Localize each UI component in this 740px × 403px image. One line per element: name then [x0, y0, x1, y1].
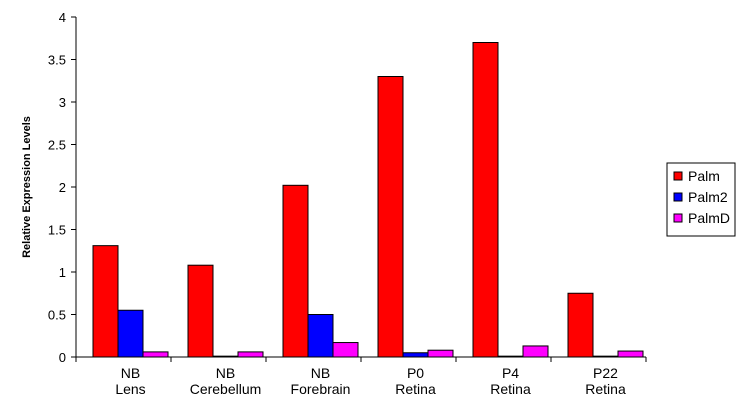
x-tick-label: P0	[407, 365, 424, 381]
bar-palmd-1	[237, 351, 264, 358]
y-tick-label: 1	[59, 265, 66, 280]
x-tick-label: P4	[502, 365, 519, 381]
y-tick-label: 3.5	[48, 53, 66, 68]
bar-palmd-0	[142, 351, 169, 358]
bar-palm-3	[377, 76, 404, 358]
x-tick-label: NB	[311, 365, 330, 381]
x-tick-label: Retina	[490, 381, 531, 397]
legend-swatch-palm2	[673, 192, 683, 202]
x-tick-label: NB	[121, 365, 140, 381]
bar-palm-2	[282, 184, 309, 358]
bar-palm2-2	[307, 314, 334, 358]
x-tick-label: NB	[216, 365, 235, 381]
x-tick-label: Cerebellum	[190, 381, 262, 397]
x-tick-label: Forebrain	[291, 381, 351, 397]
legend: Palm Palm2 PalmD	[666, 162, 736, 237]
y-tick-label: 2	[59, 180, 66, 195]
bar-palm-0	[92, 245, 119, 358]
legend-label-palm2: Palm2	[688, 189, 728, 205]
bar-palmd-3	[427, 349, 454, 358]
x-tick-label: Retina	[585, 381, 626, 397]
bar-palm-1	[187, 264, 214, 358]
x-tick-label: P22	[593, 365, 618, 381]
bars	[92, 42, 644, 358]
bar-palmd-5	[617, 350, 644, 358]
bar-palm2-0	[117, 309, 144, 358]
bar-palmd-4	[522, 345, 549, 358]
legend-swatch-palmd	[673, 213, 683, 223]
x-tick-label: Lens	[115, 381, 145, 397]
bar-palm2-3	[402, 352, 429, 358]
y-tick-label: 3	[59, 95, 66, 110]
y-tick-label: 2.5	[48, 138, 66, 153]
y-tick-label: 4	[59, 10, 66, 25]
y-tick-label: 0	[59, 350, 66, 365]
x-axis: NBLensNBCerebellumNBForebrainP0RetinaP4R…	[75, 356, 647, 397]
x-tick-label: Retina	[395, 381, 436, 397]
y-axis-title: Relative Expression Levels	[21, 116, 33, 258]
bar-palm-5	[567, 292, 594, 358]
legend-swatch-palm	[673, 171, 683, 181]
y-tick-label: 1.5	[48, 223, 66, 238]
legend-label-palmd: PalmD	[688, 210, 730, 226]
bar-palm-4	[472, 42, 499, 358]
y-tick-label: 0.5	[48, 308, 66, 323]
bar-palmd-2	[332, 342, 359, 358]
legend-label-palm: Palm	[688, 168, 720, 184]
y-axis: 0 0.5 1 1.5 2 2.5 3 3.5 4	[48, 10, 77, 365]
